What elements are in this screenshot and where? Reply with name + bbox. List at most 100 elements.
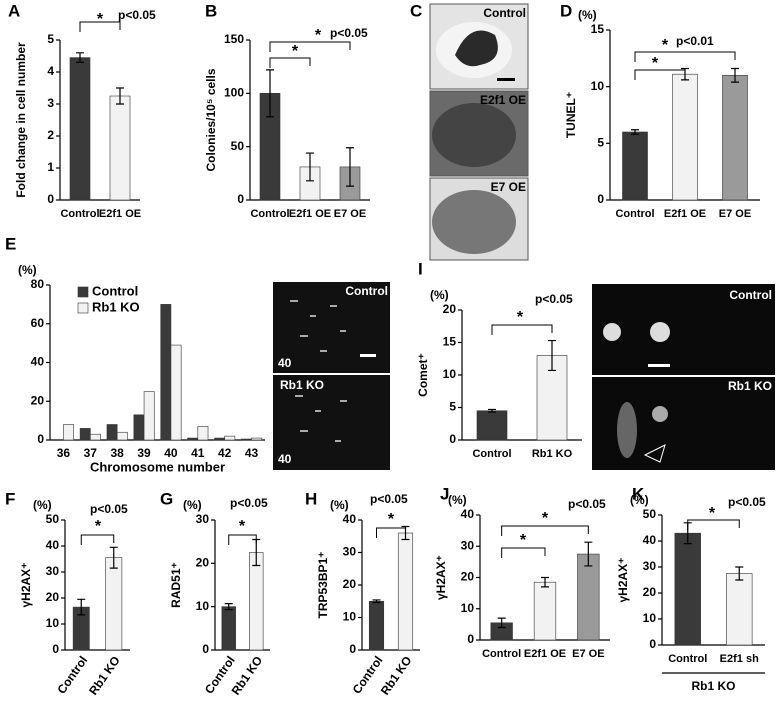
image-label: Control [729,288,772,302]
image-e [273,282,390,470]
y-tick-label: 40 [643,533,657,547]
annotation: * [542,510,549,527]
y-axis-label: Colonies/10⁵ cells [204,68,218,171]
y-tick-label: 100 [224,86,244,100]
panel-label: A [8,1,20,20]
y-unit: (%) [448,493,467,507]
error-bar [488,408,496,413]
annotation: p<0.05 [230,496,268,510]
x-tick-label: E2f1 OE [99,208,141,220]
error-bar [497,617,506,629]
x-tick-label: 42 [218,446,232,460]
x-tick-label: E2f1 OE [664,208,706,220]
panel-label: F [5,489,15,508]
bar [197,426,209,441]
y-tick-label: 4 [47,64,54,78]
error-bar [346,147,354,187]
y-tick-label: 10 [46,616,60,630]
image-label: Rb1 KO [728,379,772,393]
y-tick-label: 0 [649,637,656,651]
annotation: * [517,309,524,326]
y-tick-label: 5 [597,136,604,150]
annotation: * [315,27,322,44]
y-tick-label: 50 [643,507,657,521]
bar [160,304,172,441]
y-tick-label: 30 [46,564,60,578]
bar [722,75,748,201]
x-tick-label: Control [60,208,99,220]
y-tick-label: 10 [643,611,657,625]
image-label: Control [345,284,388,298]
x-axis-label: Chromosome number [90,459,225,474]
y-axis-label: RAD51⁺ [169,562,183,608]
y-unit: (%) [183,498,202,512]
y-axis-label: γH2AX⁺ [19,562,33,607]
y-tick-label: 10 [196,599,210,613]
y-axis-label: TUNEL⁺ [564,92,578,138]
error-bar [266,69,274,118]
image-i [592,284,775,470]
bar [536,355,568,441]
bar [726,573,753,646]
y-tick-label: 20 [31,393,45,407]
annotation: p<0.01 [676,34,714,48]
legend-label: Control [92,283,138,298]
annotation: * [97,11,104,28]
x-tick-label: Control [54,654,90,697]
y-tick-label: 0 [52,642,59,656]
y-axis-label: γH2AX⁺ [434,555,448,600]
image-label: Rb1 KO [280,378,324,392]
error-bar [224,603,233,611]
annotation: p<0.05 [568,497,606,511]
bar [533,581,557,641]
error-bar [631,129,639,135]
annotation: * [388,511,395,528]
legend-label: Rb1 KO [92,299,140,314]
y-tick-label: 10 [343,610,357,624]
annotation: p<0.05 [370,492,408,506]
significance-bracket [269,41,351,52]
bar [187,437,199,441]
panel-label: E [5,234,16,253]
y-tick-label: 10 [443,367,457,381]
y-tick-label: 80 [31,277,45,291]
y-axis-label: Comet⁺ [416,353,430,397]
y-tick-label: 5 [47,32,54,46]
image-label: 40 [278,452,292,466]
error-bar [76,52,84,63]
bar [249,552,264,651]
bar [63,424,74,441]
y-tick-label: 30 [196,512,210,526]
error-bar [548,339,556,372]
y-tick-label: 60 [31,316,45,330]
y-tick-label: 0 [47,192,54,206]
y-tick-label: 40 [461,507,475,521]
x-tick-label: Control [668,653,707,665]
bar [674,532,701,646]
y-tick-label: 30 [461,538,475,552]
y-tick-label: 40 [31,355,45,369]
bar [577,553,600,641]
x-tick-label: E7 OE [572,648,604,660]
bar [133,414,145,441]
bar [143,391,155,441]
bar [221,606,236,651]
annotation: p<0.05 [330,26,368,40]
y-unit: (%) [630,493,649,507]
significance-bracket [634,51,736,62]
bar [170,344,182,441]
bar [368,600,385,651]
annotation: p<0.05 [728,495,766,509]
error-bar [306,152,314,182]
y-tick-label: 20 [343,577,357,591]
bar [69,57,91,201]
panel-label: C [410,1,422,20]
y-axis-label: Fold change in cell number [14,42,28,198]
y-tick-label: 1 [47,160,54,174]
x-tick-label: Rb1 KO [532,448,573,460]
annotation: * [239,518,246,535]
y-unit: (%) [578,8,597,22]
bar [116,431,128,441]
annotation: * [520,532,527,549]
y-tick-label: 20 [46,590,60,604]
